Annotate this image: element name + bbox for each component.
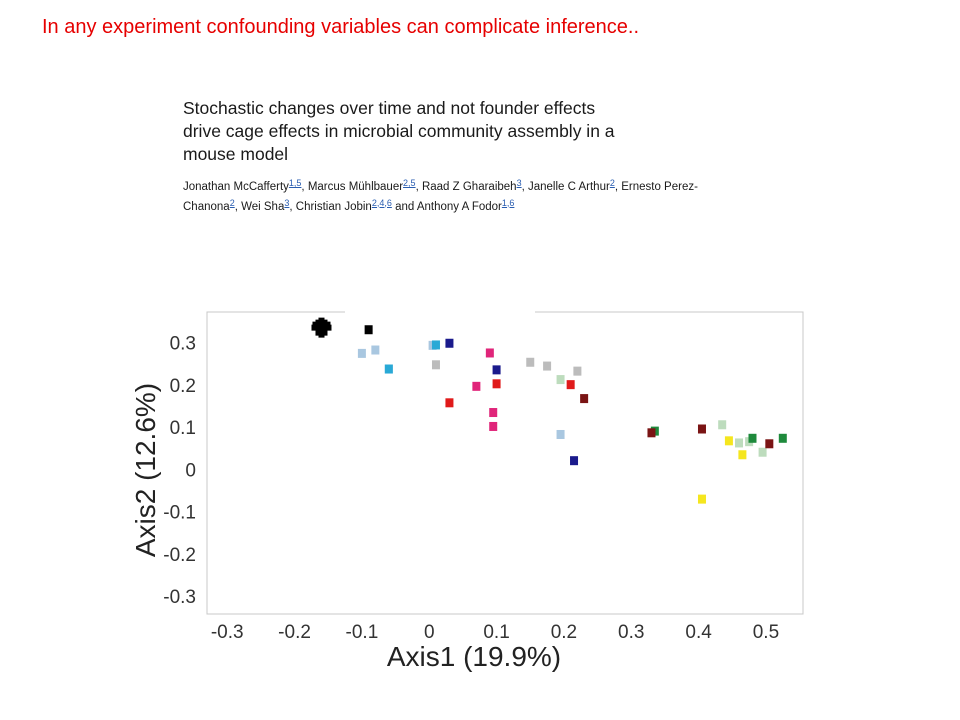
data-point xyxy=(748,433,757,443)
y-tick-label: 0 xyxy=(185,460,196,481)
data-point xyxy=(384,364,393,374)
slide-heading: In any experiment confounding variables … xyxy=(42,16,640,38)
author-separator: , xyxy=(614,181,622,193)
author-name: Anthony A Fodor xyxy=(416,200,502,213)
frame-gap xyxy=(345,308,535,316)
author-name: Jonathan McCafferty xyxy=(183,181,289,193)
paper-citation: Stochastic changes over time and not fou… xyxy=(183,97,743,217)
data-points xyxy=(311,317,787,504)
author-separator: , xyxy=(301,181,308,193)
author-name: Wei Sha xyxy=(241,200,285,213)
y-tick-label: -0.3 xyxy=(163,587,196,608)
author-affiliation-link[interactable]: 2,4,6 xyxy=(371,197,392,208)
data-point xyxy=(573,366,582,376)
data-point xyxy=(485,348,494,358)
data-point xyxy=(724,436,733,446)
author-name: Janelle C Arthur xyxy=(527,181,610,193)
author-affiliation-link[interactable]: 1,5 xyxy=(288,178,302,188)
y-tick-label: -0.1 xyxy=(163,503,196,524)
y-tick-label: 0.2 xyxy=(170,376,196,397)
data-point-plus xyxy=(311,317,332,338)
plot-frame xyxy=(206,311,804,615)
data-point xyxy=(697,494,706,504)
data-point xyxy=(357,348,366,358)
y-tick-label: 0.1 xyxy=(170,418,196,439)
data-point xyxy=(718,420,727,430)
x-tick-label: -0.3 xyxy=(211,622,244,643)
x-tick-label: 0 xyxy=(424,622,435,643)
data-point xyxy=(570,456,579,466)
x-tick-label: 0.4 xyxy=(685,622,712,643)
paper-title: Stochastic changes over time and not fou… xyxy=(183,98,615,164)
author-separator: , xyxy=(415,181,422,193)
data-point xyxy=(371,345,380,355)
y-tick-label: -0.2 xyxy=(163,545,196,566)
data-point xyxy=(364,325,373,335)
data-point xyxy=(445,338,454,348)
y-tick-label: 0.3 xyxy=(170,334,196,355)
data-point xyxy=(580,394,589,404)
data-point xyxy=(735,438,744,448)
data-point xyxy=(778,433,787,443)
author-separator: and xyxy=(391,200,417,213)
author-affiliation-link[interactable]: 2 xyxy=(609,178,615,188)
data-point xyxy=(697,424,706,434)
data-point xyxy=(543,361,552,371)
author-name: Christian Jobin xyxy=(295,200,372,213)
x-tick-label: -0.2 xyxy=(278,622,311,643)
data-point xyxy=(566,380,575,390)
author-name: Raad Z Gharaibeh xyxy=(421,181,517,193)
data-point xyxy=(431,360,440,370)
data-point xyxy=(489,408,498,418)
author-affiliation-link[interactable]: 3 xyxy=(516,178,522,188)
data-point xyxy=(556,429,565,439)
x-tick-label: 0.2 xyxy=(551,622,577,643)
data-point xyxy=(492,379,501,389)
data-point xyxy=(489,421,498,431)
data-point xyxy=(472,381,481,391)
x-tick-labels: -0.3 -0.2 -0.1 0 0.1 0.2 0.3 0.4 0.5 xyxy=(211,622,779,643)
x-tick-label: 0.3 xyxy=(618,622,644,643)
x-tick-label: 0.5 xyxy=(753,622,779,643)
data-point xyxy=(431,340,440,350)
x-tick-label: -0.1 xyxy=(346,622,379,643)
paper-authors: Jonathan McCafferty1,5, Marcus Mühlbauer… xyxy=(183,178,743,217)
data-point xyxy=(445,398,454,408)
data-point xyxy=(556,375,565,385)
author-name: Marcus Mühlbauer xyxy=(307,181,404,193)
y-tick-labels: 0.3 0.2 0.1 0 -0.1 -0.2 -0.3 xyxy=(163,334,196,608)
author-affiliation-link[interactable]: 2 xyxy=(229,197,235,208)
author-separator: , xyxy=(521,181,528,193)
author-affiliation-link[interactable]: 1,6 xyxy=(501,197,515,208)
data-point xyxy=(647,428,656,438)
data-point xyxy=(526,357,535,367)
author-affiliation-link[interactable]: 2,5 xyxy=(403,178,416,188)
author-separator: , xyxy=(234,200,242,213)
author-name: Ernesto Perez-Chanona xyxy=(183,181,698,213)
data-point xyxy=(758,447,767,457)
author-affiliation-link[interactable]: 3 xyxy=(284,197,290,208)
data-point xyxy=(492,365,501,375)
y-axis-label: Axis2 (12.6%) xyxy=(130,383,161,557)
data-point xyxy=(738,450,747,460)
data-point xyxy=(765,439,774,449)
x-tick-label: 0.1 xyxy=(483,622,509,643)
author-separator: , xyxy=(289,200,296,213)
x-axis-label: Axis1 (19.9%) xyxy=(387,641,561,672)
